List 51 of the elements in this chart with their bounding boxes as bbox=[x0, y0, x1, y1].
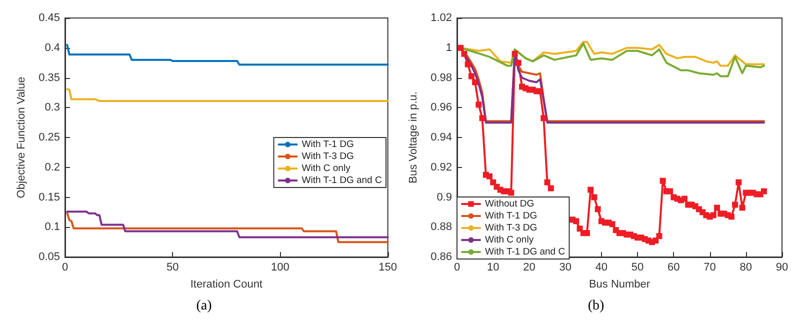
x-tick-label: 100 bbox=[271, 262, 290, 274]
legend-label: With T-3 DG bbox=[485, 222, 538, 234]
x-tick-label: 60 bbox=[668, 262, 680, 274]
y-axis-title: Bus Voltage in p.u. bbox=[408, 92, 420, 184]
y-axis-title: Objective Function Value bbox=[16, 76, 28, 198]
legend-label: With C only bbox=[302, 163, 351, 174]
y-tick-label: 0.2 bbox=[44, 161, 60, 174]
x-tick-label: 50 bbox=[631, 262, 644, 274]
x-tick-label: 0 bbox=[454, 262, 460, 274]
y-tick-label: 0.98 bbox=[430, 72, 452, 84]
y-tick-label: 0.86 bbox=[430, 251, 452, 263]
line-series bbox=[66, 44, 389, 66]
y-tick-label: 0.45 bbox=[38, 12, 60, 24]
text: (a) bbox=[196, 298, 212, 314]
y-tick-label: 0.9 bbox=[436, 191, 452, 204]
y-tick-label: 0.3 bbox=[44, 102, 60, 114]
legend-label: With T-1 DG bbox=[302, 139, 354, 150]
x-tick-label: 40 bbox=[595, 262, 608, 274]
y-tick-label: 0.1 bbox=[44, 221, 60, 234]
y-tick-label: 0.92 bbox=[430, 161, 452, 174]
x-tick-label: 0 bbox=[62, 262, 68, 274]
y-tick-label: 0.15 bbox=[38, 191, 60, 204]
legend-label: Without DG bbox=[485, 198, 534, 210]
legend-label: With C only bbox=[485, 234, 534, 246]
x-tick-label: 70 bbox=[704, 262, 716, 274]
x-tick-label: 30 bbox=[559, 262, 572, 274]
legend-label: With T-3 DG bbox=[302, 151, 354, 162]
x-tick-label: 90 bbox=[776, 262, 788, 274]
x-tick-label: 50 bbox=[166, 262, 179, 274]
line-series bbox=[66, 212, 389, 244]
x-tick-label: 80 bbox=[740, 262, 752, 274]
x-tick-label: 20 bbox=[523, 262, 536, 274]
x-tick-label: 10 bbox=[486, 262, 500, 274]
line-series bbox=[66, 210, 389, 238]
legend-label: With T-1 DG bbox=[485, 210, 538, 222]
y-tick-label: 0.25 bbox=[38, 132, 60, 144]
y-tick-label: 0.05 bbox=[38, 251, 60, 263]
y-tick-label: 0.88 bbox=[430, 221, 452, 234]
y-tick-label: 0.4 bbox=[44, 42, 60, 54]
text: (b) bbox=[588, 298, 604, 314]
x-tick-label: 150 bbox=[378, 262, 398, 274]
legend-label: With T-1 DG and C bbox=[485, 246, 566, 258]
y-tick-label: 1.02 bbox=[430, 12, 452, 24]
line-series bbox=[66, 88, 389, 102]
y-tick-label: 0.94 bbox=[430, 132, 452, 144]
legend-label: With T-1 DG and C bbox=[302, 175, 382, 186]
y-tick-label: 0.96 bbox=[430, 102, 452, 114]
x-axis-title: Iteration Count bbox=[190, 278, 262, 290]
y-tick-label: 0.35 bbox=[38, 72, 60, 84]
x-axis-title: Bus Number bbox=[588, 278, 650, 290]
y-tick-label: 1 bbox=[446, 42, 452, 54]
